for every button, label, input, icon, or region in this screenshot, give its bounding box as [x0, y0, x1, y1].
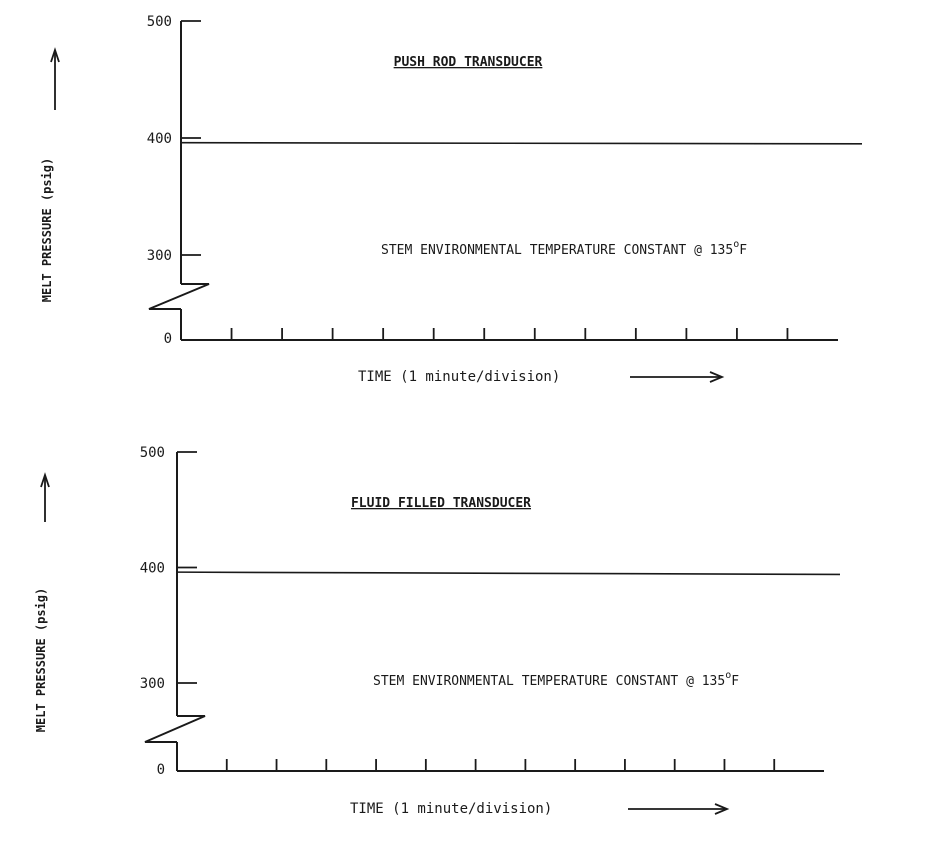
y-tick-label: 0: [157, 762, 165, 778]
y-tick-label: 400: [140, 561, 165, 577]
annotation-text: STEM ENVIRONMENTAL TEMPERATURE CONSTANT …: [381, 243, 733, 258]
chart-push-rod: 500 400 300 0 PUSH ROD TRANSDUCER STEM ENVIRO…: [40, 14, 863, 385]
x-arrow-head: [709, 371, 725, 383]
y-tick-label: 300: [140, 676, 165, 692]
degree-sign: o: [725, 670, 731, 681]
y-arrow-head: [40, 472, 50, 488]
x-axis-label: TIME (1 minute/division): [358, 369, 560, 385]
y-arrow-head: [50, 47, 60, 63]
chart-title: PUSH ROD TRANSDUCER: [394, 55, 543, 70]
annotation: STEM ENVIRONMENTAL TEMPERATURE CONSTANT …: [373, 670, 739, 689]
y-axis-break: [148, 283, 210, 310]
annotation-unit: F: [739, 243, 747, 258]
series-line: [176, 571, 841, 576]
y-tick-label: 300: [147, 248, 172, 264]
y-axis-break: [144, 715, 206, 743]
y-tick-label: 0: [164, 331, 172, 347]
degree-sign: o: [733, 239, 739, 250]
series-line: [180, 141, 863, 145]
chart-fluid-filled: 500 400 300 0 FLUID FILLED TRANSDUCER STEM EN…: [34, 445, 841, 817]
x-axis-label: TIME (1 minute/division): [350, 801, 552, 817]
annotation-unit: F: [731, 674, 739, 689]
annotation-text: STEM ENVIRONMENTAL TEMPERATURE CONSTANT …: [373, 674, 725, 689]
chart-title: FLUID FILLED TRANSDUCER: [351, 496, 531, 511]
y-tick-label: 500: [147, 14, 172, 30]
annotation: STEM ENVIRONMENTAL TEMPERATURE CONSTANT …: [381, 239, 747, 258]
y-axis-label: MELT PRESSURE (psig): [40, 158, 54, 303]
y-axis-label: MELT PRESSURE (psig): [34, 588, 48, 733]
y-tick-label: 400: [147, 131, 172, 147]
x-arrow-head: [714, 803, 730, 815]
y-tick-label: 500: [140, 445, 165, 461]
